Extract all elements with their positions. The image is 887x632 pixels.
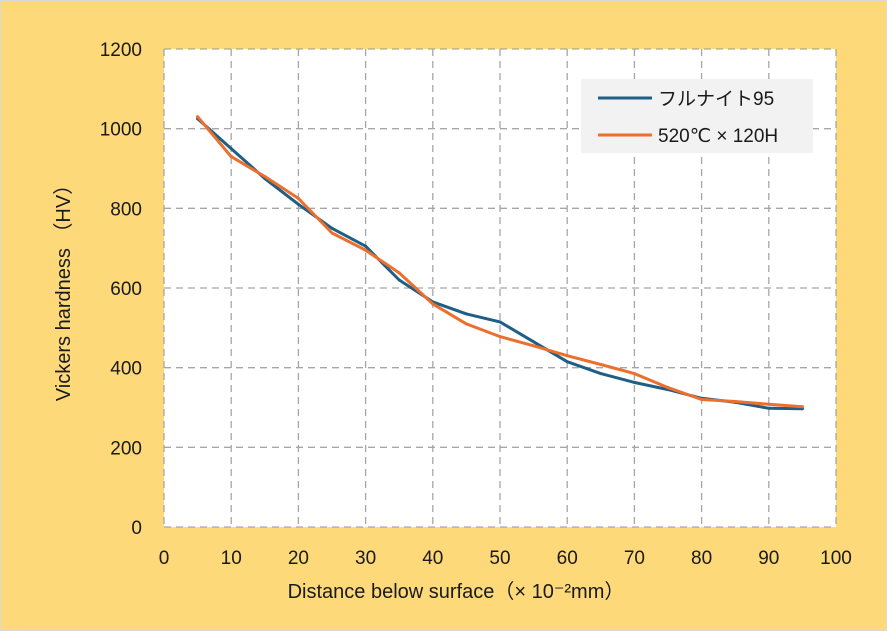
y-tick-label: 800 xyxy=(110,199,142,220)
y-tick-label: 0 xyxy=(131,518,142,539)
data-point xyxy=(364,244,368,248)
data-point xyxy=(767,402,771,406)
legend-label-2: 520℃ × 120H xyxy=(658,126,778,147)
data-point xyxy=(565,354,569,358)
data-point xyxy=(532,340,536,344)
data-point xyxy=(498,320,502,324)
data-point xyxy=(196,115,200,119)
y-tick-label: 400 xyxy=(110,359,142,380)
data-point xyxy=(599,372,603,376)
data-point xyxy=(330,231,334,235)
data-point xyxy=(498,335,502,339)
x-tick-label: 90 xyxy=(758,548,779,569)
data-point xyxy=(666,386,670,390)
data-point xyxy=(431,302,435,306)
data-point xyxy=(700,398,704,402)
x-tick-label: 10 xyxy=(221,548,242,569)
legend-box xyxy=(581,79,813,153)
data-point xyxy=(397,271,401,275)
series-lines xyxy=(196,115,804,411)
x-axis-title: Distance below surface（× 10⁻²mm） xyxy=(288,580,625,603)
data-point xyxy=(263,174,267,178)
data-point xyxy=(733,400,737,404)
data-point xyxy=(464,322,468,326)
y-tick-label: 600 xyxy=(110,279,142,300)
data-point xyxy=(800,405,804,409)
y-tick-label: 1200 xyxy=(100,40,142,61)
data-point xyxy=(464,312,468,316)
y-axis-title: Vickers hardness （HV） xyxy=(52,175,75,401)
y-tick-label: 200 xyxy=(110,438,142,459)
data-point xyxy=(229,155,233,159)
data-point xyxy=(364,248,368,252)
data-point xyxy=(565,360,569,364)
x-tick-label: 20 xyxy=(288,548,309,569)
x-tick-label: 50 xyxy=(489,548,510,569)
data-point xyxy=(532,344,536,348)
x-tick-label: 60 xyxy=(557,548,578,569)
x-tick-label: 40 xyxy=(422,548,443,569)
gridlines xyxy=(163,48,837,528)
tick-labels: 0 200 400 600 800 1000 1200 0 10 20 30 40 50 60 70 80 90… xyxy=(100,40,852,569)
data-point xyxy=(767,406,771,410)
data-point xyxy=(229,147,233,151)
data-point xyxy=(599,362,603,366)
data-point xyxy=(296,196,300,200)
x-tick-label: 0 xyxy=(159,548,170,569)
y-tick-label: 1000 xyxy=(100,120,142,141)
x-tick-label: 80 xyxy=(691,548,712,569)
x-tick-label: 100 xyxy=(820,548,852,569)
data-point xyxy=(330,226,334,230)
data-point xyxy=(632,372,636,376)
data-point xyxy=(397,278,401,282)
data-point xyxy=(632,380,636,384)
data-point xyxy=(296,202,300,206)
legend: フルナイト95 520℃ × 120H xyxy=(581,79,813,153)
legend-label-1: フルナイト95 xyxy=(658,89,774,110)
x-tick-label: 30 xyxy=(355,548,376,569)
x-tick-label: 70 xyxy=(624,548,645,569)
